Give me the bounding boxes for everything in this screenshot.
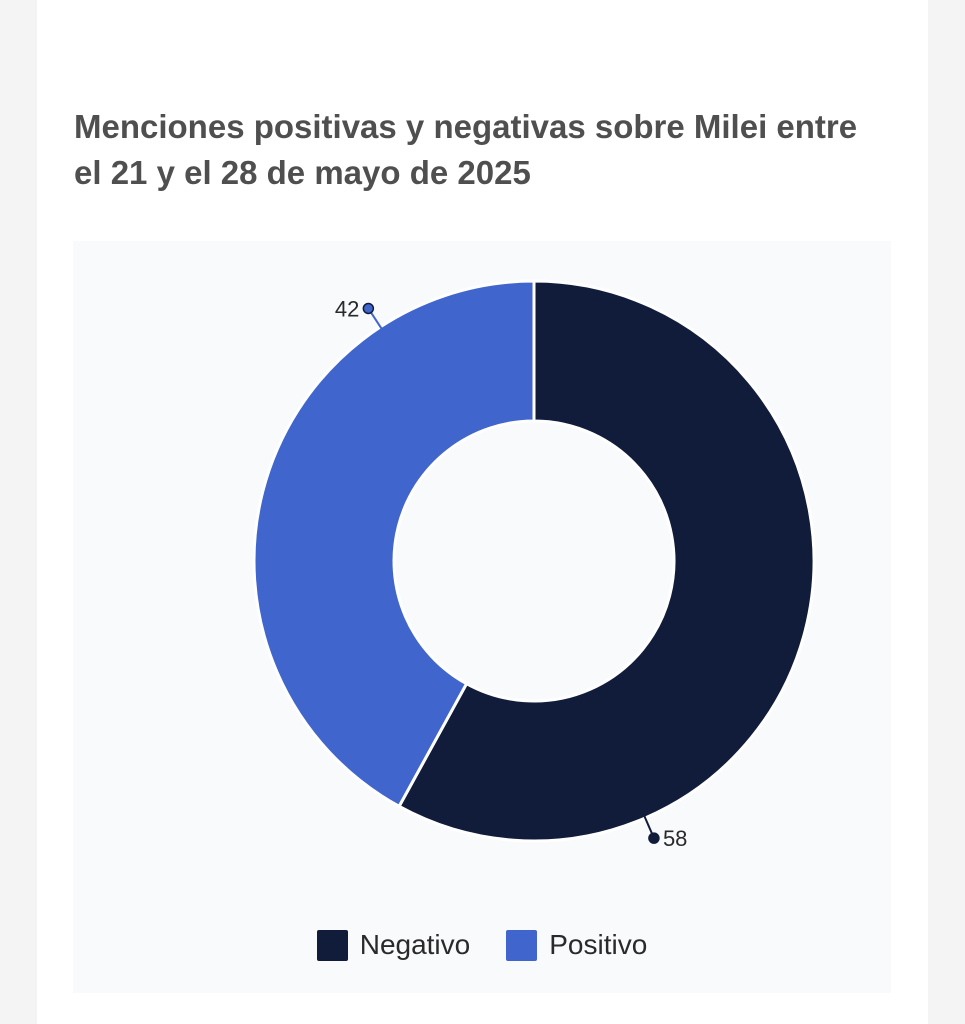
donut-chart: 58 42 <box>252 279 816 851</box>
leader-dot-negativo <box>648 832 660 844</box>
chart-legend: Negativo Positivo <box>73 929 891 961</box>
chart-area: 58 42 Negativo Positivo <box>73 241 891 993</box>
legend-label-negativo: Negativo <box>359 929 471 960</box>
data-label-negativo: 58 <box>663 826 687 851</box>
legend-item-negativo[interactable]: Negativo <box>316 929 471 961</box>
legend-swatch-positivo <box>506 929 538 961</box>
data-label-positivo: 42 <box>335 296 359 321</box>
legend-label-positivo: Positivo <box>549 929 648 960</box>
chart-card: Menciones positivas y negativas sobre Mi… <box>37 0 928 1024</box>
chart-title: Menciones positivas y negativas sobre Mi… <box>74 108 858 191</box>
donut-slice-negativo[interactable] <box>397 279 816 843</box>
legend-item-positivo[interactable]: Positivo <box>506 929 647 961</box>
leader-dot-positivo <box>362 302 375 315</box>
donut-slice-positivo[interactable] <box>252 279 536 809</box>
legend-swatch-negativo <box>316 929 348 961</box>
